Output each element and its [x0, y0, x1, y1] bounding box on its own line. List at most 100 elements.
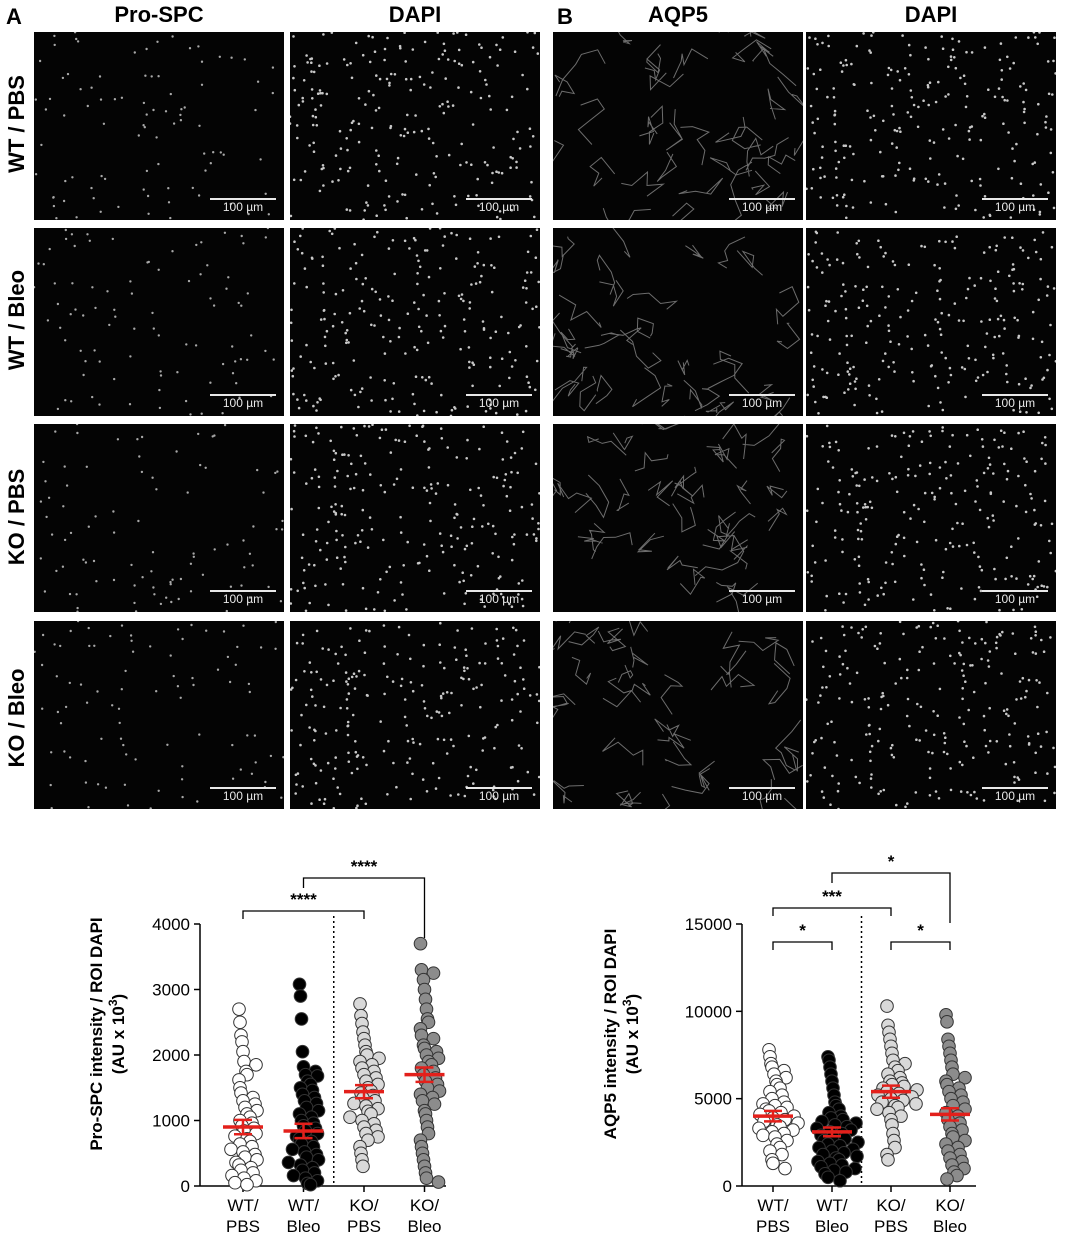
- scale-bar-line: [210, 394, 276, 396]
- x-tick-label-line1: WT/: [816, 1196, 847, 1215]
- significance-bracket: [302, 877, 426, 938]
- data-point: [293, 989, 308, 1003]
- x-tick-label-line2: PBS: [756, 1217, 790, 1236]
- scale-bar: 100 µm: [466, 590, 532, 606]
- y-tick-label: 5000: [694, 1090, 732, 1109]
- scale-bar: 100 µm: [982, 590, 1048, 606]
- data-point: [232, 1002, 246, 1016]
- scale-bar-line: [466, 590, 532, 592]
- row-header-wt-pbs: WT / PBS: [4, 75, 29, 173]
- micrograph-r4-c1: 100 µm: [34, 621, 284, 809]
- scale-bar-line: [982, 198, 1048, 200]
- data-point: [286, 1168, 301, 1183]
- scale-bar-label: 100 µm: [994, 200, 1036, 214]
- data-point: [881, 1153, 895, 1167]
- micrograph-r1-c3: 100 µm: [553, 32, 803, 220]
- significance-bracket: [831, 872, 951, 923]
- scale-bar-line: [466, 198, 532, 200]
- y-tick-label: 0: [723, 1177, 732, 1196]
- scale-bar-label: 100 µm: [222, 592, 264, 606]
- scale-bar-label: 100 µm: [222, 396, 264, 410]
- scale-bar: 100 µm: [466, 394, 532, 410]
- data-point: [431, 1175, 446, 1189]
- data-point: [426, 966, 441, 980]
- x-tick-label-line1: KO/: [935, 1196, 965, 1215]
- micrograph-r3-c4: 100 µm: [806, 424, 1056, 612]
- micrograph-texture: [806, 32, 1056, 220]
- y-tick-label: 15000: [685, 915, 732, 934]
- data-point: [766, 1156, 780, 1171]
- y-axis-label-line2: (AU x 103): [106, 994, 128, 1074]
- significance-label: ****: [351, 857, 378, 876]
- y-tick-label: 0: [181, 1177, 190, 1196]
- micrograph-texture: [806, 621, 1056, 809]
- data-point: [940, 1015, 954, 1029]
- scale-bar: 100 µm: [729, 590, 795, 606]
- data-point: [292, 977, 307, 992]
- scale-bar-line: [210, 590, 276, 592]
- scale-bar: 100 µm: [210, 394, 276, 410]
- data-point: [353, 997, 367, 1011]
- x-tick-label-line2: Bleo: [286, 1217, 320, 1236]
- x-tick-label-line2: PBS: [226, 1217, 260, 1236]
- micrograph-r1-c1: 100 µm: [34, 32, 284, 220]
- micrograph-r4-c3: 100 µm: [553, 621, 803, 809]
- scale-bar-line: [982, 787, 1048, 789]
- data-point: [303, 1177, 318, 1192]
- data-point: [940, 1172, 954, 1186]
- x-tick-label-line1: WT/: [288, 1196, 319, 1215]
- scale-bar: 100 µm: [729, 198, 795, 214]
- scale-bar: 100 µm: [982, 394, 1048, 410]
- scale-bar-label: 100 µm: [741, 200, 783, 214]
- micrograph-r4-c2: 100 µm: [290, 621, 540, 809]
- micrograph-texture: [553, 424, 788, 612]
- scale-bar-label: 100 µm: [222, 200, 264, 214]
- data-point: [850, 1149, 864, 1164]
- panel-b-letter: B: [557, 4, 573, 29]
- scale-bar: 100 µm: [982, 787, 1048, 803]
- row-header-ko-pbs: KO / PBS: [4, 468, 29, 566]
- micrograph-texture: [806, 230, 1056, 415]
- row-header-wt-bleo: WT / Bleo: [4, 269, 29, 371]
- micrograph-r2-c1: 100 µm: [34, 228, 284, 416]
- data-point: [756, 1128, 770, 1143]
- x-tick-label-line2: PBS: [347, 1217, 381, 1236]
- micrograph-texture: [34, 32, 275, 220]
- scale-bar: 100 µm: [982, 198, 1048, 214]
- micrograph-texture: [553, 621, 803, 809]
- x-tick-label-line1: KO/: [349, 1196, 379, 1215]
- scale-bar-line: [729, 590, 795, 592]
- data-point: [426, 1031, 441, 1046]
- significance-bracket: [772, 941, 833, 950]
- micrograph-texture: [34, 621, 284, 809]
- data-point: [249, 1058, 263, 1072]
- column-header-aqp5: AQP5: [648, 2, 708, 27]
- data-point: [880, 999, 894, 1013]
- x-tick-label-line2: PBS: [874, 1217, 908, 1236]
- scale-bar-label: 100 µm: [994, 396, 1036, 410]
- micrograph-r2-c4: 100 µm: [806, 228, 1056, 416]
- data-point: [343, 1110, 357, 1125]
- micrograph-r1-c2: 100 µm: [290, 32, 540, 220]
- micrograph-texture: [553, 32, 803, 220]
- scale-bar: 100 µm: [466, 198, 532, 214]
- scale-bar-line: [466, 394, 532, 396]
- column-header-dapi-b: DAPI: [904, 2, 958, 27]
- significance-label: *: [888, 852, 895, 871]
- data-point: [419, 1171, 434, 1185]
- micrograph-r2-c2: 100 µm: [290, 228, 540, 416]
- y-tick-label: 10000: [685, 1002, 732, 1021]
- y-tick-label: 1000: [152, 1112, 190, 1131]
- micrograph-texture: [290, 621, 540, 809]
- scale-bar-label: 100 µm: [478, 592, 520, 606]
- scale-bar: 100 µm: [210, 787, 276, 803]
- data-point: [356, 1159, 370, 1174]
- aqp5-dot-plot: 0 5000 10000 15000 WT/PBS WT/Bleo KO/PBS KO/Ble…: [601, 852, 976, 1236]
- scale-bar: 100 µm: [210, 198, 276, 214]
- column-header-dapi-a: DAPI: [388, 2, 442, 27]
- significance-bracket: [890, 941, 951, 950]
- micrograph-r2-c3: 100 µm: [553, 228, 803, 416]
- data-point: [285, 1142, 300, 1157]
- micrograph-texture: [34, 228, 275, 416]
- pro-spc-dot-plot: 0 1000 2000 3000 4000 WT/PBS WT/Bleo KO/PBS KO/B…: [87, 857, 447, 1236]
